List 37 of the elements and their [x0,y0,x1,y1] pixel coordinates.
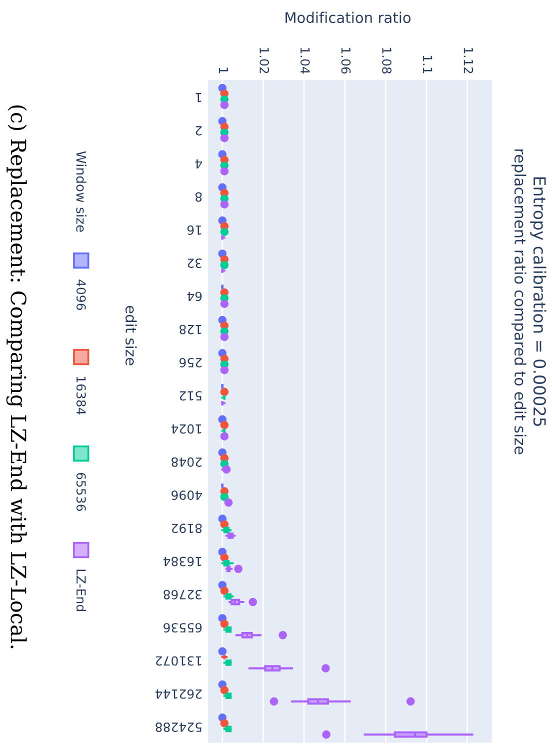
legend-label: 65536 [76,472,86,511]
x-axis-title: Modification ratio [286,12,411,24]
y-tick-label: 524288 [156,722,202,732]
y-tick-label: 16 [187,225,202,235]
y-tick-label: 64 [187,292,202,302]
y-tick-label: 32 [188,258,202,268]
text: (c) Replacement: Comparing LZ-End with LZ-Local. [6,105,27,648]
y-tick-label: 65536 [164,623,202,633]
y-tick-label: 262144 [156,689,202,699]
text: Entropy calibration = 0.00025 [530,177,546,426]
legend-label: 16384 [76,376,86,415]
x-tick-label: 1.06 [341,48,351,74]
y-tick-label: 4096 [172,490,202,500]
y-tick-label: 512 [180,391,202,401]
y-tick-label: 4 [195,159,202,168]
x-tick-label: 1.08 [382,48,392,74]
y-tick-label: 16384 [163,556,202,566]
y-tick-label: 1024 [171,424,202,434]
x-tick-label: 1.02 [260,48,270,74]
legend-label: LZ-End [76,570,86,611]
y-tick-label: 128 [180,324,202,334]
y-tick-label: 2048 [172,457,202,467]
y-tick-label: 131072 [156,656,202,666]
y-tick-label: 32768 [164,590,202,600]
x-tick-label: 1.04 [300,48,310,74]
legend-label: 4096 [76,280,86,310]
x-tick-label: 1.1 [423,56,432,74]
x-tick-label: 1.12 [464,48,474,74]
x-tick-label: 1 [218,68,228,74]
y-tick-label: 8 [195,192,202,202]
y-tick-label: 2 [196,126,202,136]
y-tick-label: 256 [179,358,202,368]
y-tick-label: 8192 [172,524,202,534]
legend-title: Window size [76,151,86,232]
text: replacement ratio compared to edit size [511,150,526,454]
y-axis-title: edit size [125,306,137,366]
y-tick-label: 1 [196,93,202,102]
